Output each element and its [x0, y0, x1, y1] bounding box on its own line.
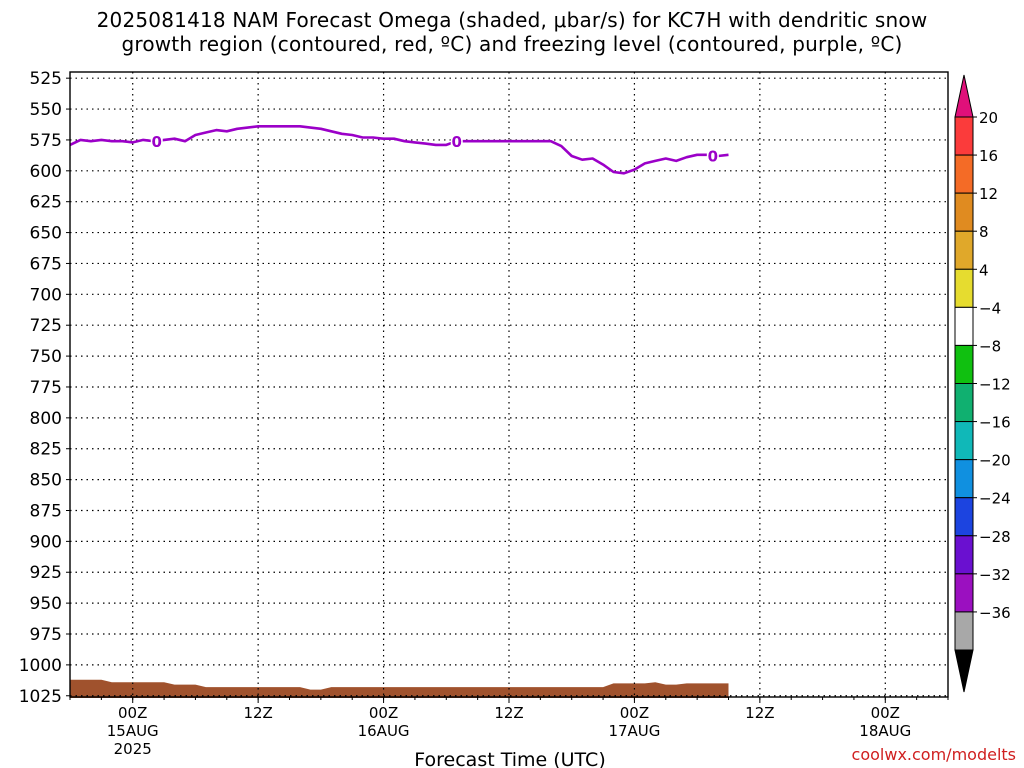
- credit-text[interactable]: coolwx.com/modelts: [851, 745, 1016, 764]
- colorbar-segment: [954, 116, 974, 156]
- colorbar-segment: [954, 497, 974, 537]
- colorbar-bottom-cap: [954, 649, 974, 693]
- x-tick-label: 00Z: [118, 704, 147, 722]
- x-tick-date: 16AUG: [358, 722, 410, 740]
- y-tick-label: 600: [30, 162, 62, 182]
- freezing-level-label-bg: [450, 133, 463, 150]
- y-tick-label: 925: [30, 563, 62, 583]
- terrain-fill: [70, 679, 729, 698]
- freezing-level-line: [69, 125, 729, 175]
- y-tick-label: 550: [30, 100, 62, 120]
- colorbar-segment: [954, 611, 974, 651]
- y-tick-label: 850: [30, 471, 62, 491]
- x-tick-label: 12Z: [745, 704, 774, 722]
- x-tick-label: 12Z: [243, 704, 272, 722]
- colorbar-label: −12: [979, 376, 1011, 394]
- colorbar-label: −28: [979, 528, 1011, 546]
- y-tick-label: 900: [30, 532, 62, 552]
- colorbar-segment: [954, 535, 974, 575]
- freezing-level-label: 0: [708, 147, 718, 165]
- x-tick-year: 2025: [114, 740, 152, 758]
- x-tick-label: 00Z: [871, 704, 900, 722]
- colorbar-label: −24: [979, 490, 1011, 508]
- freezing-level-label-bg: [706, 147, 719, 164]
- x-tick-label: 00Z: [369, 704, 398, 722]
- y-tick-label: 650: [30, 224, 62, 244]
- colorbar-label: 12: [979, 185, 998, 203]
- y-tick-label: 675: [30, 254, 62, 274]
- colorbar-segment: [954, 268, 974, 308]
- colorbar-label: −8: [979, 337, 1001, 355]
- colorbar-label: −20: [979, 452, 1011, 470]
- freezing-level-label: 0: [452, 133, 462, 151]
- colorbar-label: 8: [979, 223, 989, 241]
- x-tick-label: 12Z: [494, 704, 523, 722]
- y-tick-label: 575: [30, 131, 62, 151]
- plot-frame: [69, 71, 949, 698]
- y-tick-label: 700: [30, 285, 62, 305]
- freezing-level-label: 0: [152, 133, 162, 151]
- x-tick-label: 00Z: [620, 704, 649, 722]
- y-tick-label: 1000: [19, 656, 62, 676]
- y-tick-label: 525: [30, 69, 62, 89]
- colorbar-top-cap: [954, 74, 974, 118]
- colorbar-label: 4: [979, 261, 989, 279]
- colorbar-label: −36: [979, 604, 1011, 622]
- colorbar-label: −4: [979, 299, 1001, 317]
- chart-title: 2025081418 NAM Forecast Omega (shaded, μ…: [0, 8, 1024, 56]
- colorbar-segment: [954, 459, 974, 499]
- colorbar-segment: [954, 383, 974, 423]
- colorbar-label: −16: [979, 414, 1011, 432]
- colorbar-segment: [954, 306, 974, 346]
- plot-area: [70, 72, 948, 697]
- colorbar-segment: [954, 154, 974, 194]
- x-tick-date: 18AUG: [859, 722, 911, 740]
- y-tick-label: 825: [30, 440, 62, 460]
- y-tick-label: 875: [30, 501, 62, 521]
- y-tick-label: 950: [30, 594, 62, 614]
- title-line-1: 2025081418 NAM Forecast Omega (shaded, μ…: [96, 8, 928, 32]
- y-tick-label: 775: [30, 378, 62, 398]
- colorbar-label: 16: [979, 147, 998, 165]
- colorbar-label: −32: [979, 566, 1011, 584]
- colorbar-segment: [954, 192, 974, 232]
- y-tick-label: 625: [30, 193, 62, 213]
- colorbar-segment: [954, 344, 974, 384]
- colorbar-segment: [954, 421, 974, 461]
- x-tick-date: 15AUG: [107, 722, 159, 740]
- colorbar-label: 20: [979, 109, 998, 127]
- y-tick-label: 800: [30, 409, 62, 429]
- y-tick-label: 1025: [19, 687, 62, 707]
- colorbar-segment: [954, 230, 974, 270]
- y-tick-label: 725: [30, 316, 62, 336]
- x-axis-label: Forecast Time (UTC): [414, 749, 605, 768]
- y-tick-label: 750: [30, 347, 62, 367]
- colorbar-segment: [954, 573, 974, 613]
- x-tick-date: 17AUG: [608, 722, 660, 740]
- y-tick-label: 975: [30, 625, 62, 645]
- title-line-2: growth region (contoured, red, ºC) and f…: [121, 32, 903, 56]
- freezing-level-label-bg: [150, 132, 163, 149]
